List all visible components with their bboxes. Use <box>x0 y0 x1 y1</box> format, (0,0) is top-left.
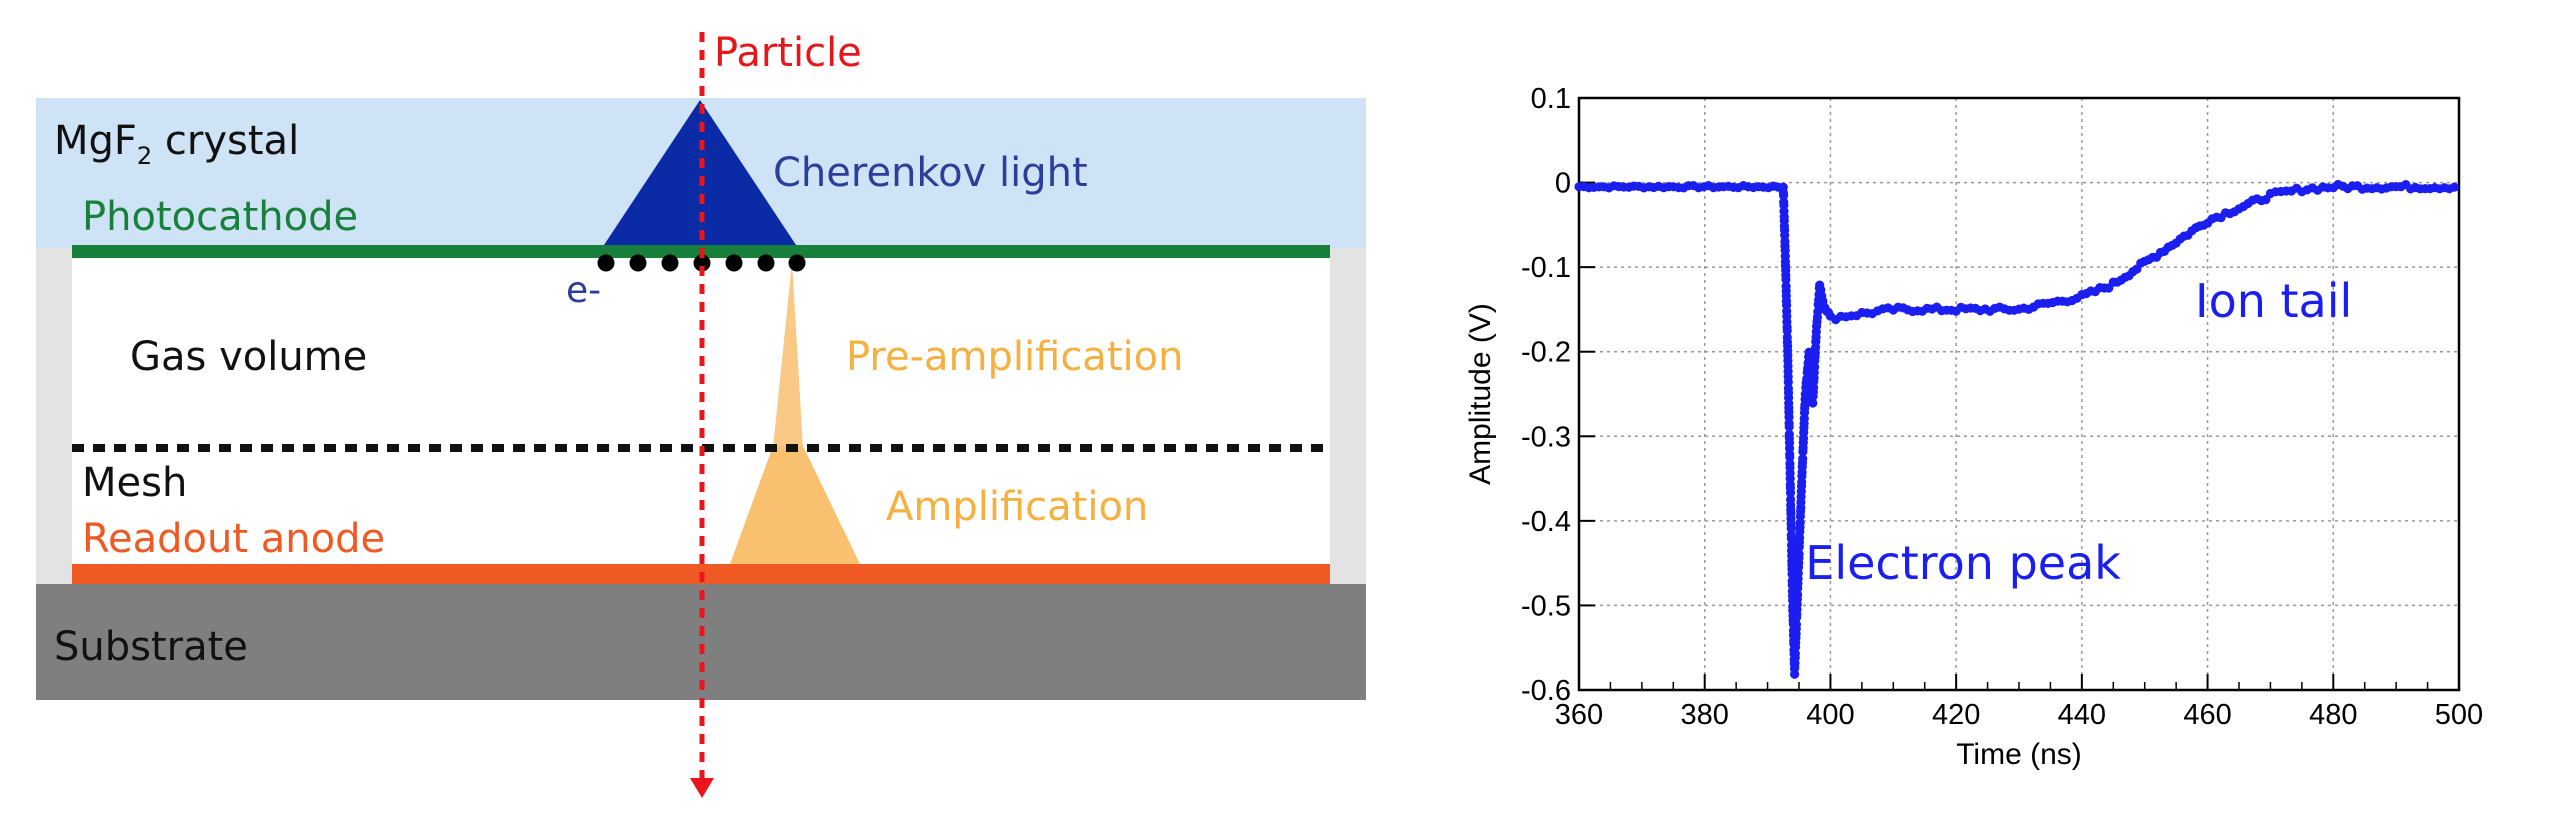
electron <box>757 254 775 272</box>
waveform-point <box>1786 534 1796 544</box>
y-tick-label: -0.4 <box>1521 506 1571 538</box>
electron <box>788 254 806 272</box>
electron-label: e- <box>566 270 601 311</box>
amplification-funnel <box>730 446 860 564</box>
waveform-point <box>1791 619 1801 630</box>
particle-arrow-head <box>690 778 714 798</box>
waveform-point <box>1784 422 1794 432</box>
waveform-point <box>1813 307 1823 317</box>
substrate-label: Substrate <box>54 624 248 670</box>
waveform-point <box>1779 190 1789 201</box>
preamplification-funnel <box>773 262 803 448</box>
waveform-point <box>1782 326 1792 336</box>
waveform-point <box>1785 488 1796 498</box>
y-tick-label: 0.1 <box>1531 83 1571 115</box>
electron <box>661 254 679 272</box>
right-wall <box>1330 248 1366 584</box>
x-tick-label: 360 <box>1555 699 1603 731</box>
y-axis-label: Amplitude (V) <box>1464 303 1497 485</box>
electron <box>629 254 647 272</box>
x-tick-label: 420 <box>1932 699 1980 731</box>
waveform-point <box>1786 523 1796 534</box>
cherenkov-cone <box>602 100 798 248</box>
x-tick-label: 400 <box>1806 699 1854 731</box>
electrons <box>597 254 806 272</box>
x-tick-label: 460 <box>2183 699 2231 731</box>
x-axis-label: Time (ns) <box>1956 738 2082 771</box>
cherenkov-label: Cherenkov light <box>773 150 1088 196</box>
y-tick-label: -0.2 <box>1521 337 1571 369</box>
waveform-point <box>1790 649 1800 659</box>
y-tick-label: 0 <box>1555 168 1571 200</box>
x-tick-label: 480 <box>2309 699 2357 731</box>
electron <box>693 254 711 272</box>
waveform-point <box>1783 377 1793 387</box>
plot-ticks: 360 380 400 420 440 460 480 500 0.1 0 -0.1 -0.2 -0.3… <box>1521 83 2483 731</box>
waveform-point <box>1795 518 1805 528</box>
left-wall <box>36 248 72 584</box>
amplification-label: Amplification <box>886 484 1148 530</box>
gas-volume-label: Gas volume <box>130 334 367 380</box>
waveform-point <box>1781 274 1791 285</box>
readout-anode-label: Readout anode <box>82 516 385 562</box>
crystal-label: MgF2 crystal <box>54 118 299 170</box>
electron <box>725 254 743 272</box>
x-tick-label: 440 <box>2058 699 2106 731</box>
y-tick-label: -0.6 <box>1521 675 1571 707</box>
preamplification-label: Pre-amplification <box>846 334 1183 380</box>
ion-tail-annotation: Ion tail <box>2195 274 2352 328</box>
photocathode-label: Photocathode <box>82 194 358 240</box>
y-tick-label: -0.1 <box>1521 252 1571 284</box>
waveform-point <box>2449 182 2459 192</box>
plot-grid <box>1579 98 2459 690</box>
mesh-label: Mesh <box>82 460 187 506</box>
electron-peak-annotation: Electron peak <box>1805 536 2121 590</box>
y-tick-label: -0.5 <box>1521 590 1571 622</box>
waveform-plot: 360 380 400 420 440 460 480 500 0.1 0 -0.1 -0.2 -0.3… <box>1464 83 2483 771</box>
waveform-point <box>1808 398 1818 408</box>
waveform-point <box>1793 590 1803 600</box>
waveform-point <box>1800 389 1810 399</box>
electron <box>597 254 615 272</box>
waveform-points <box>1574 179 2459 679</box>
waveform-point <box>1798 454 1808 464</box>
waveform-point <box>1790 669 1800 679</box>
x-tick-label: 500 <box>2435 699 2483 731</box>
x-tick-label: 380 <box>1681 699 1729 731</box>
y-tick-label: -0.3 <box>1521 421 1571 453</box>
particle-label: Particle <box>714 30 862 76</box>
detector-diagram: Particle MgF2 crystal Cherenkov light Ph… <box>36 30 1366 798</box>
waveform-point <box>1794 549 1804 559</box>
waveform-point <box>1785 452 1795 462</box>
